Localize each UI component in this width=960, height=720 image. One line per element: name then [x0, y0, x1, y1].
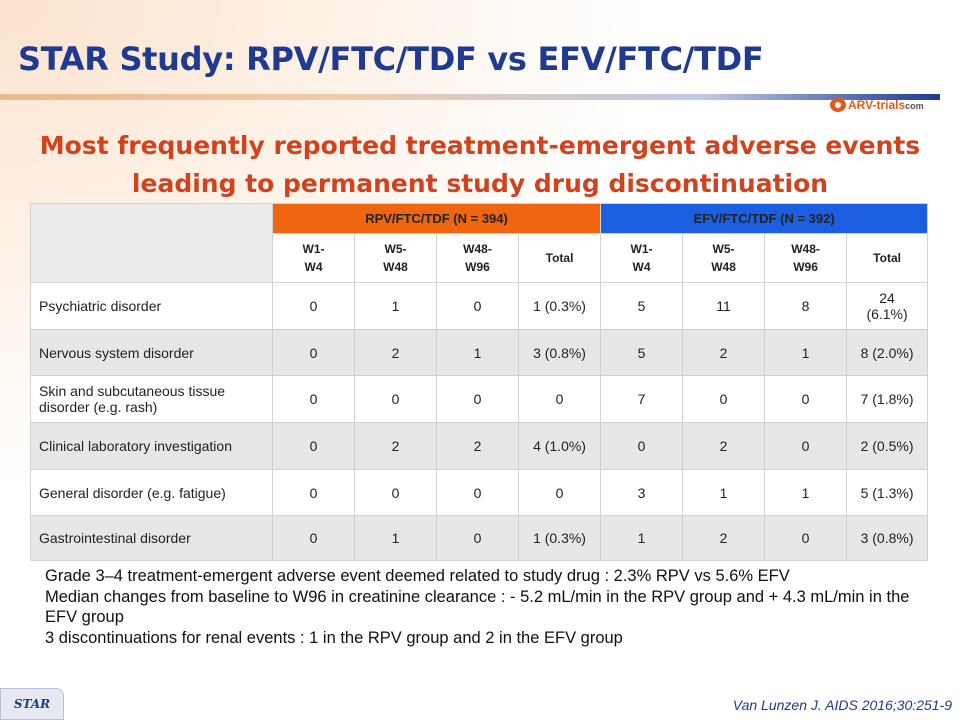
efv-value-cell: 5 (1.3%)	[846, 469, 929, 516]
efv-value-cell: 7	[600, 375, 684, 423]
efv-value-cell: 11	[682, 282, 766, 330]
rpv-value-cell: 0	[436, 282, 519, 330]
row-label: Psychiatric disorder	[30, 282, 273, 330]
column-header: Total	[846, 233, 929, 283]
column-header: W1- W4	[600, 233, 684, 283]
rpv-value-cell: 0	[272, 375, 355, 423]
rpv-value-cell: 0	[436, 375, 519, 423]
column-header: W1- W4	[272, 233, 355, 283]
efv-value-cell: 0	[764, 422, 848, 470]
efv-value-cell: 5	[600, 282, 684, 330]
column-header: Total	[517, 233, 602, 283]
efv-value-cell: 2	[682, 422, 766, 470]
logo-suffix: com	[905, 101, 924, 111]
note-creatinine-clearance: Median changes from baseline to W96 in c…	[45, 587, 910, 627]
row-label: General disorder (e.g. fatigue)	[30, 469, 273, 516]
group-header-efv: EFV/FTC/TDF (N = 392)	[600, 203, 929, 234]
efv-value-cell: 7 (1.8%)	[846, 375, 929, 423]
rpv-value-cell: 0	[272, 469, 355, 516]
slide-title: STAR Study: RPV/FTC/TDF vs EFV/FTC/TDF	[18, 40, 764, 78]
arv-trials-logo: ARV-trialscom	[830, 96, 924, 114]
efv-value-cell: 1	[682, 469, 766, 516]
slide-subtitle: Most frequently reported treatment-emerg…	[30, 127, 930, 203]
rpv-value-cell: 1 (0.3%)	[517, 515, 602, 561]
table-row: Psychiatric disorder 0 1 0 1 (0.3%) 5 11 8 24 (6…	[30, 282, 929, 330]
table-row: Skin and subcutaneous tissue disorder (e…	[30, 375, 929, 423]
efv-value-cell: 5	[600, 329, 684, 376]
rpv-value-cell: 0	[272, 329, 355, 376]
rpv-value-cell: 0	[354, 375, 437, 423]
efv-value-cell: 0	[682, 375, 766, 423]
rpv-value-cell: 2	[354, 422, 437, 470]
efv-value-cell: 1	[764, 469, 848, 516]
rpv-value-cell: 0	[517, 375, 602, 423]
column-header: W48- W96	[436, 233, 519, 283]
logo-mark-icon	[830, 98, 846, 112]
row-label: Gastrointestinal disorder	[30, 515, 273, 561]
rpv-value-cell: 0	[272, 515, 355, 561]
citation: Van Lunzen J. AIDS 2016;30:251-9	[732, 697, 952, 713]
rpv-value-cell: 0	[436, 469, 519, 516]
study-tag: STAR	[0, 688, 64, 720]
efv-value-cell: 3	[600, 469, 684, 516]
efv-value-cell: 3 (0.8%)	[846, 515, 929, 561]
rpv-value-cell: 0	[436, 515, 519, 561]
adverse-events-table: RPV/FTC/TDF (N = 394) EFV/FTC/TDF (N = 3…	[30, 203, 929, 561]
rpv-value-cell: 2	[436, 422, 519, 470]
group-header-rpv: RPV/FTC/TDF (N = 394)	[271, 203, 602, 234]
rpv-value-cell: 1 (0.3%)	[517, 282, 602, 330]
efv-value-cell: 0	[764, 515, 848, 561]
rpv-value-cell: 1	[436, 329, 519, 376]
efv-value-cell: 1	[764, 329, 848, 376]
table-corner-cell	[30, 203, 273, 283]
efv-value-cell: 0	[764, 375, 848, 423]
note-renal-discontinuations: 3 discontinuations for renal events : 1 …	[45, 628, 623, 647]
table-row: Clinical laboratory investigation 0 2 2 4 (1…	[30, 422, 929, 470]
logo-brand: ARV-trials	[848, 98, 906, 112]
rpv-value-cell: 4 (1.0%)	[517, 422, 602, 470]
notes-block: Grade 3–4 treatment-emergent adverse eve…	[45, 566, 945, 648]
note-grade-3-4: Grade 3–4 treatment-emergent adverse eve…	[45, 567, 790, 585]
efv-value-cell: 24 (6.1%)	[846, 282, 929, 330]
table-row: Gastrointestinal disorder 0 1 0 1 (0.3%) 1 2 0 3…	[30, 515, 929, 561]
efv-value-cell: 2 (0.5%)	[846, 422, 929, 470]
table-row: General disorder (e.g. fatigue) 0 0 0 0 3 1 1 5 …	[30, 469, 929, 516]
efv-value-cell: 2	[682, 329, 766, 376]
column-header: W5- W48	[682, 233, 766, 283]
title-underline	[0, 94, 940, 100]
row-label: Clinical laboratory investigation	[30, 422, 273, 470]
row-label: Nervous system disorder	[30, 329, 273, 376]
rpv-value-cell: 0	[272, 282, 355, 330]
rpv-value-cell: 0	[517, 469, 602, 516]
rpv-value-cell: 0	[272, 422, 355, 470]
column-header: W48- W96	[764, 233, 848, 283]
subtitle-line: leading to permanent study drug disconti…	[131, 169, 829, 198]
efv-value-cell: 1	[600, 515, 684, 561]
efv-value-cell: 8 (2.0%)	[846, 329, 929, 376]
column-header: W5- W48	[354, 233, 437, 283]
rpv-value-cell: 0	[354, 469, 437, 516]
efv-value-cell: 2	[682, 515, 766, 561]
rpv-value-cell: 3 (0.8%)	[517, 329, 602, 376]
table-row: Nervous system disorder 0 2 1 3 (0.8%) 5 2 1 8 (…	[30, 329, 929, 376]
rpv-value-cell: 1	[354, 282, 437, 330]
rpv-value-cell: 2	[354, 329, 437, 376]
efv-value-cell: 0	[600, 422, 684, 470]
efv-value-cell: 8	[764, 282, 848, 330]
logo-text: ARV-trialscom	[848, 98, 924, 112]
subtitle-line: Most frequently reported treatment-emerg…	[39, 131, 921, 160]
rpv-value-cell: 1	[354, 515, 437, 561]
row-label: Skin and subcutaneous tissue disorder (e…	[30, 375, 273, 423]
